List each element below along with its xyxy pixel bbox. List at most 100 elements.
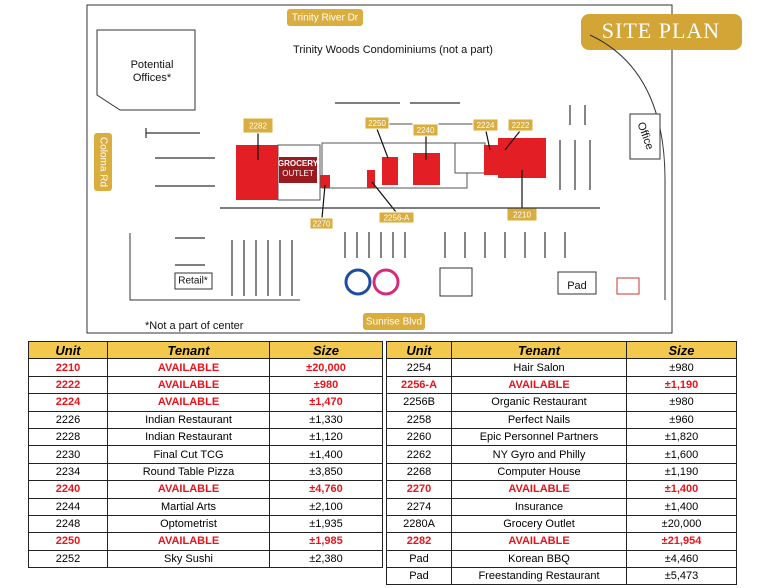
callout-box xyxy=(472,118,499,132)
table-cell: ±20,000 xyxy=(269,358,383,377)
table-cell: AVAILABLE xyxy=(107,532,270,551)
callout-line xyxy=(371,181,397,213)
table-cell: 2224 xyxy=(28,393,108,412)
office-building xyxy=(629,113,661,160)
table-row: Pad Korean BBQ ±4,460 xyxy=(386,549,737,569)
callout-label: 2270 xyxy=(313,220,331,229)
table-cell: ±1,120 xyxy=(269,427,383,447)
offices-label: Potential Offices* xyxy=(131,59,174,84)
header-row: Unit Tenant Size xyxy=(386,340,737,360)
grocery-logo-text: GROCERY xyxy=(278,159,319,168)
callout-label: 2210 xyxy=(513,211,531,220)
table-cell: ±5,473 xyxy=(626,567,737,586)
plan-title: SITE PLAN xyxy=(602,18,720,43)
note: *Not a part of center xyxy=(145,320,244,332)
table-row: 2280A Grocery Outlet ±20,000 xyxy=(386,514,737,534)
table-cell: 2270 xyxy=(386,480,452,499)
table-cell: Perfect Nails xyxy=(451,410,627,429)
table-cell: Round Table Pizza xyxy=(107,462,270,482)
table-cell: ±1,935 xyxy=(269,514,383,534)
table-cell: Insurance xyxy=(451,497,627,516)
header-row: Unit Tenant Size xyxy=(28,340,383,360)
table-cell: AVAILABLE xyxy=(451,375,627,395)
table-cell: ±980 xyxy=(626,358,737,377)
table-cell: ±980 xyxy=(626,393,737,412)
tenant-logo xyxy=(439,267,473,297)
site-plan: SITE PLAN Trinity River Dr Sunrise Blvd … xyxy=(86,4,742,334)
condo-label: Trinity Woods Condominiums (not a part) xyxy=(293,44,493,56)
table-cell: 2210 xyxy=(28,358,108,377)
table-row: 2234 Round Table Pizza ±3,850 xyxy=(28,462,383,482)
table-cell: Pad xyxy=(386,549,452,569)
table-cell: ±3,850 xyxy=(269,462,383,482)
table-cell: Organic Restaurant xyxy=(451,393,627,412)
tenant-logo xyxy=(344,268,372,296)
table-row: 2250 AVAILABLE ±1,985 xyxy=(28,532,383,551)
table-cell: Korean BBQ xyxy=(451,549,627,569)
table-row: 2222 AVAILABLE ±980 xyxy=(28,375,383,395)
callout-line xyxy=(504,130,521,151)
table-cell: ±1,470 xyxy=(269,393,383,412)
table-cell: 2250 xyxy=(28,532,108,551)
table-cell: ±2,100 xyxy=(269,497,383,516)
table-cell: Optometrist xyxy=(107,514,270,534)
tenant-table: Unit Tenant Size 2210 AVAILABLE ±20,000 2222 AV… xyxy=(28,340,383,569)
table-cell: 2262 xyxy=(386,445,452,464)
callout-label: 2224 xyxy=(477,121,495,130)
unit xyxy=(484,145,498,175)
table-cell: ±1,400 xyxy=(269,445,383,464)
callout-label: 2222 xyxy=(512,121,530,130)
table-row: 2248 Optometrist ±1,935 xyxy=(28,514,383,534)
offices-outline xyxy=(96,29,196,111)
table-row: 2226 Indian Restaurant ±1,330 xyxy=(28,410,383,429)
table-row: 2262 NY Gyro and Philly ±1,600 xyxy=(386,445,737,464)
table-cell: 2244 xyxy=(28,497,108,516)
header-cell: Tenant xyxy=(451,340,627,360)
table-cell: NY Gyro and Philly xyxy=(451,445,627,464)
table-cell: 2234 xyxy=(28,462,108,482)
callout-line xyxy=(376,128,389,159)
unit xyxy=(236,145,278,200)
table-cell: 2268 xyxy=(386,462,452,482)
table-cell: 2258 xyxy=(386,410,452,429)
header-cell: Size xyxy=(626,340,737,360)
table-cell: ±1,985 xyxy=(269,532,383,551)
callout-label: 2240 xyxy=(417,126,435,135)
table-cell: Sky Sushi xyxy=(107,549,270,569)
lot-outline xyxy=(129,233,300,301)
table-cell: Freestanding Restaurant xyxy=(451,567,627,586)
header-cell: Unit xyxy=(28,340,108,360)
table-cell: 2222 xyxy=(28,375,108,395)
table-cell: 2280A xyxy=(386,514,452,534)
parking xyxy=(145,102,600,296)
callout-line xyxy=(485,130,491,151)
table-cell: AVAILABLE xyxy=(107,358,270,377)
table-cell: 2240 xyxy=(28,480,108,499)
tenant-logo xyxy=(616,277,640,295)
table-row: 2282 AVAILABLE ±21,954 xyxy=(386,532,737,551)
table-cell: ±980 xyxy=(269,375,383,395)
table-cell: ±1,600 xyxy=(626,445,737,464)
table-cell: 2230 xyxy=(28,445,108,464)
table-cell: ±1,190 xyxy=(626,462,737,482)
callout-label: 2250 xyxy=(368,119,386,128)
table-row: 2260 Epic Personnel Partners ±1,820 xyxy=(386,427,737,447)
table-cell: 2226 xyxy=(28,410,108,429)
table-row: 2252 Sky Sushi ±2,380 xyxy=(28,549,383,569)
callout-line xyxy=(321,184,326,219)
grocery-logo-text: OUTLET xyxy=(282,169,314,178)
table-row: 2230 Final Cut TCG ±1,400 xyxy=(28,445,383,464)
table-row: 2244 Martial Arts ±2,100 xyxy=(28,497,383,516)
street-box xyxy=(94,133,112,191)
table-cell: ±21,954 xyxy=(626,532,737,551)
table-cell: AVAILABLE xyxy=(451,532,627,551)
table-cell: 2256-A xyxy=(386,375,452,395)
table-row: 2224 AVAILABLE ±1,470 xyxy=(28,393,383,412)
table-cell: 2252 xyxy=(28,549,108,569)
table-cell: 2274 xyxy=(386,497,452,516)
table-cell: 2228 xyxy=(28,427,108,447)
table-cell: 2248 xyxy=(28,514,108,534)
available-units xyxy=(236,138,546,200)
table-cell: Epic Personnel Partners xyxy=(451,427,627,447)
pad-building xyxy=(557,271,597,295)
